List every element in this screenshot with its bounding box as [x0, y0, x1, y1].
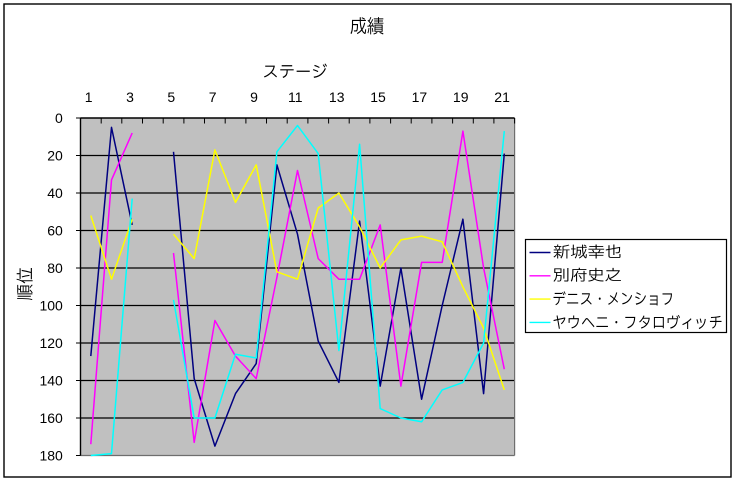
svg-text:40: 40: [47, 185, 63, 201]
svg-text:15: 15: [370, 89, 386, 105]
svg-text:3: 3: [126, 89, 134, 105]
svg-text:180: 180: [39, 447, 63, 463]
svg-text:5: 5: [167, 89, 175, 105]
svg-text:140: 140: [39, 372, 63, 388]
svg-text:19: 19: [453, 89, 469, 105]
svg-text:9: 9: [250, 89, 258, 105]
svg-text:13: 13: [329, 89, 345, 105]
svg-text:80: 80: [47, 260, 63, 276]
svg-text:160: 160: [39, 410, 63, 426]
svg-text:0: 0: [55, 110, 63, 126]
svg-text:11: 11: [288, 89, 303, 105]
svg-text:7: 7: [209, 89, 217, 105]
svg-text:17: 17: [412, 89, 428, 105]
svg-text:1: 1: [85, 89, 93, 105]
svg-text:21: 21: [494, 89, 510, 105]
svg-text:120: 120: [39, 335, 63, 351]
svg-text:100: 100: [39, 297, 63, 313]
svg-text:60: 60: [47, 222, 63, 238]
svg-text:20: 20: [47, 147, 63, 163]
